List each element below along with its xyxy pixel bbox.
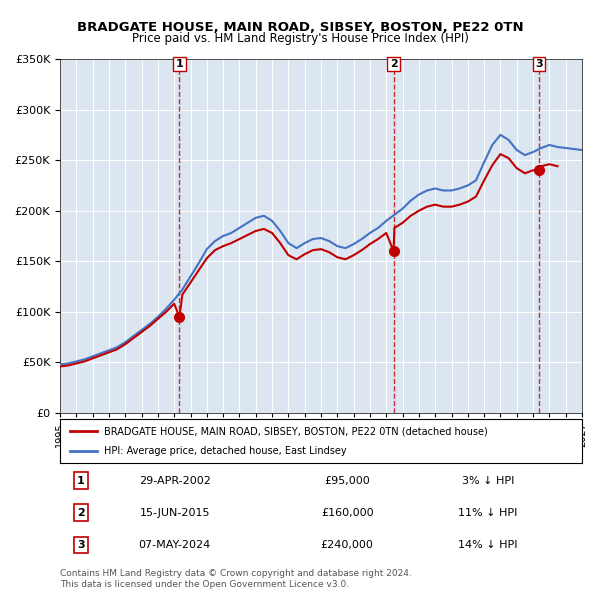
Text: BRADGATE HOUSE, MAIN ROAD, SIBSEY, BOSTON, PE22 0TN: BRADGATE HOUSE, MAIN ROAD, SIBSEY, BOSTO… <box>77 21 523 34</box>
Text: BRADGATE HOUSE, MAIN ROAD, SIBSEY, BOSTON, PE22 0TN (detached house): BRADGATE HOUSE, MAIN ROAD, SIBSEY, BOSTO… <box>104 427 488 436</box>
Text: 2: 2 <box>390 59 397 69</box>
Text: 3: 3 <box>77 540 85 550</box>
Text: Contains HM Land Registry data © Crown copyright and database right 2024.
This d: Contains HM Land Registry data © Crown c… <box>60 569 412 589</box>
Text: 29-APR-2002: 29-APR-2002 <box>139 476 211 486</box>
Text: £240,000: £240,000 <box>320 540 374 550</box>
Text: 07-MAY-2024: 07-MAY-2024 <box>139 540 211 550</box>
Text: 1: 1 <box>176 59 183 69</box>
Text: Price paid vs. HM Land Registry's House Price Index (HPI): Price paid vs. HM Land Registry's House … <box>131 32 469 45</box>
Text: 15-JUN-2015: 15-JUN-2015 <box>140 508 210 518</box>
Text: 1: 1 <box>77 476 85 486</box>
Text: HPI: Average price, detached house, East Lindsey: HPI: Average price, detached house, East… <box>104 446 347 455</box>
Text: 3: 3 <box>535 59 542 69</box>
Text: 11% ↓ HPI: 11% ↓ HPI <box>458 508 518 518</box>
Text: 14% ↓ HPI: 14% ↓ HPI <box>458 540 518 550</box>
Text: £95,000: £95,000 <box>324 476 370 486</box>
Text: 3% ↓ HPI: 3% ↓ HPI <box>462 476 514 486</box>
Text: £160,000: £160,000 <box>321 508 373 518</box>
Text: 2: 2 <box>77 508 85 518</box>
